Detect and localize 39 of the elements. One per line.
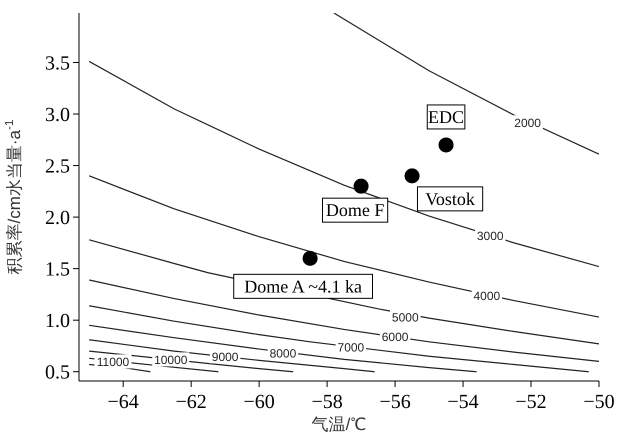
annotation: 5000 bbox=[392, 310, 419, 325]
line-series bbox=[333, 13, 599, 155]
line-series bbox=[88, 324, 478, 372]
x-tick-label: −62 bbox=[176, 391, 207, 413]
annotation: 6000 bbox=[382, 330, 409, 344]
annotation: 7000 bbox=[338, 340, 365, 354]
point bbox=[354, 178, 369, 194]
x-tick-label: −52 bbox=[515, 391, 547, 413]
annotation: Dome A ~4.1 ka bbox=[244, 276, 362, 296]
y-tick-label: 1.0 bbox=[45, 310, 70, 332]
annotation: 11000 bbox=[96, 354, 130, 369]
y-tick-label: 0.5 bbox=[45, 362, 70, 384]
x-tick-label: −56 bbox=[379, 391, 411, 413]
y-tick-label: 1.5 bbox=[45, 258, 70, 281]
y-tick-label: 3.5 bbox=[45, 52, 70, 74]
point bbox=[302, 250, 318, 266]
x-tick-label: −54 bbox=[447, 391, 479, 413]
annotation: Dome F bbox=[326, 200, 384, 220]
annotation: EDC bbox=[428, 106, 464, 127]
y-tick-label: 3.0 bbox=[45, 104, 70, 126]
point bbox=[438, 137, 454, 152]
annotation: 10000 bbox=[154, 352, 188, 367]
point bbox=[404, 168, 420, 184]
line-series bbox=[88, 60, 599, 268]
line-series bbox=[88, 305, 590, 372]
x-tick-label: −50 bbox=[583, 391, 615, 413]
x-axis-title: 气温/℃ bbox=[312, 415, 366, 434]
annotation: 4000 bbox=[473, 288, 501, 303]
y-tick-label: 2.5 bbox=[45, 156, 70, 178]
x-tick-label: −60 bbox=[243, 391, 275, 413]
annotation: Vostok bbox=[425, 188, 475, 209]
x-tick-label: −64 bbox=[108, 391, 139, 413]
x-tick-label: −58 bbox=[311, 391, 343, 413]
annotation: 3000 bbox=[476, 229, 504, 244]
annotation: 9000 bbox=[212, 350, 239, 364]
y-tick-label: 2.0 bbox=[45, 207, 70, 230]
annotation: 8000 bbox=[270, 346, 297, 361]
annotation: 2000 bbox=[514, 116, 542, 130]
line-series bbox=[88, 339, 376, 372]
